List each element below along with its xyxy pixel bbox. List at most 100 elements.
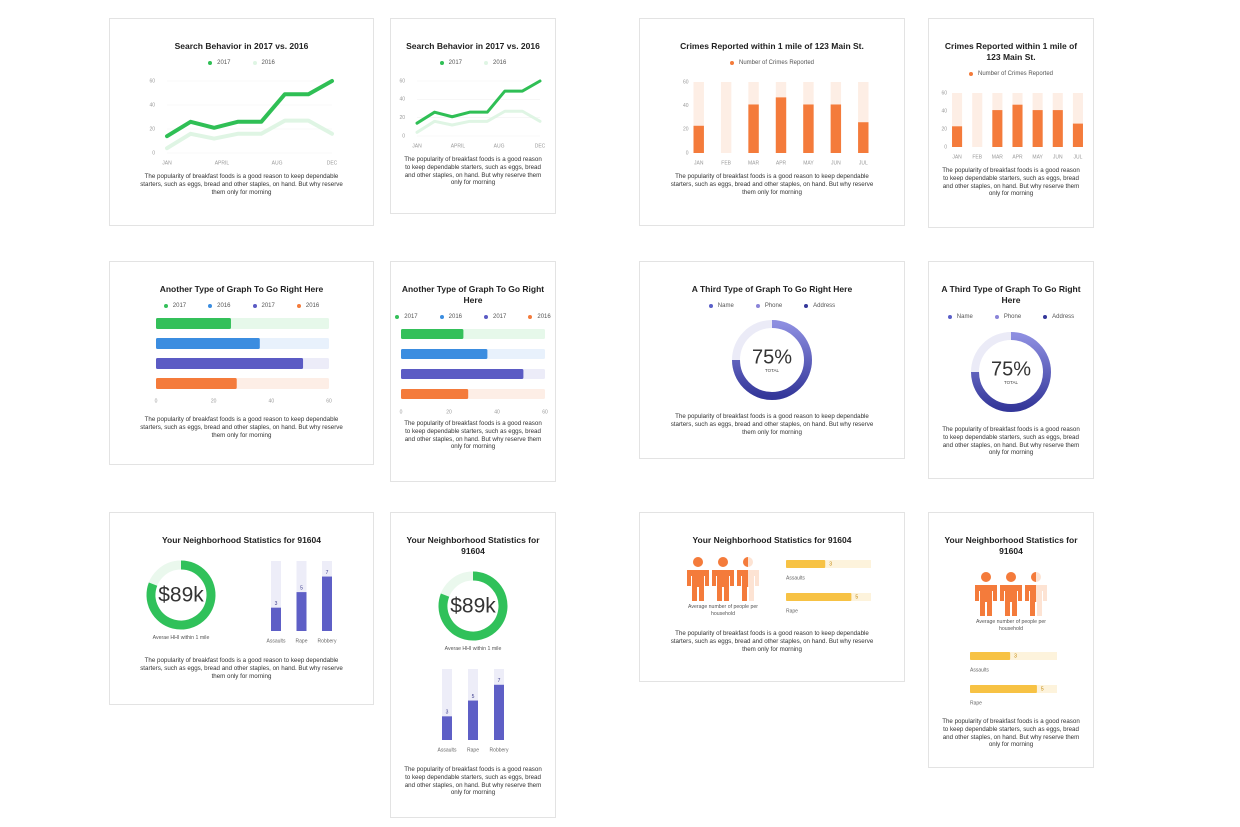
person-head (1006, 572, 1016, 582)
legend-item: Address (804, 303, 835, 309)
chart-description: The popularity of breakfast foods is a g… (404, 156, 542, 187)
x-tick-label: JUN (1053, 154, 1063, 160)
bar-category-label: Rape (786, 608, 798, 614)
legend-swatch (729, 61, 734, 65)
bar-track (271, 561, 281, 631)
legend-swatch (208, 61, 213, 65)
legend-item: 2017 (163, 303, 186, 309)
bar (156, 318, 231, 329)
chart-area: 0 20 40 60 JAN APRIL AUG DEC (110, 70, 373, 167)
ring-arc (146, 560, 216, 630)
x-tick-label: Robbery (318, 638, 337, 644)
donut-value: 75% (991, 358, 1031, 380)
legend-item: Phone (755, 303, 783, 309)
bar-track (858, 82, 869, 153)
bar-track (972, 93, 983, 147)
legend-swatch (804, 304, 809, 308)
line-series (415, 79, 542, 125)
chart-title: Your Neighborhood Statistics for 91604 (406, 535, 540, 556)
people-value (687, 557, 748, 601)
ring-caption: Averae HHI within 1 mile (152, 635, 210, 641)
legend-item: Name (947, 314, 973, 320)
bar (858, 122, 869, 153)
bar-category-label: Rape (970, 700, 982, 706)
legend-item: 2016 (208, 303, 231, 309)
person-body (737, 570, 748, 601)
bar-value-label: 3 (446, 710, 449, 716)
chart-area: 75% TOTAL (640, 313, 904, 407)
bar-value-label: 3 (829, 561, 832, 567)
y-tick-label: 40 (941, 108, 947, 114)
legend-item: 2016 (252, 60, 275, 66)
chart-title: Your Neighborhood Statistics for 91604 (944, 535, 1078, 556)
legend-label: Name (956, 314, 973, 320)
legend-swatch (1043, 315, 1048, 319)
person-head (981, 572, 991, 582)
bar-track (720, 82, 732, 153)
chart-card: A Third Type of Graph To Go Right Here Na… (928, 261, 1094, 479)
x-tick-label: Assaults (267, 638, 286, 644)
legend-label: Name (717, 303, 734, 309)
person-body (1025, 585, 1036, 616)
x-tick-label: APRIL (451, 143, 466, 149)
chart-plot: 3 Assaults 5 Rape (970, 572, 1057, 706)
legend-label: 2017 (493, 314, 507, 320)
bar (803, 104, 814, 153)
x-tick-label: JAN (952, 154, 962, 160)
legend-swatch (968, 72, 973, 76)
bar (775, 97, 787, 153)
chart-title: Your Neighborhood Statistics for 91604 (161, 535, 321, 545)
person-head (743, 557, 748, 567)
x-tick-label: 20 (211, 398, 217, 404)
x-tick-label: APR (776, 160, 787, 166)
legend-swatch (994, 315, 999, 319)
legend-item: 2017 (439, 60, 462, 66)
chart-description: The popularity of breakfast foods is a g… (404, 420, 542, 451)
chart-plot: $89k 3 Assaults 5 Rape 7 Robbery (146, 560, 337, 644)
bar (494, 684, 504, 740)
chart-area: 0 20 40 60 (110, 313, 373, 410)
legend-swatch (484, 315, 488, 319)
legend-swatch (252, 61, 257, 65)
legend-item: Number of Crimes Reported (968, 71, 1054, 77)
chart-title: A Third Type of Graph To Go Right Here (941, 284, 1081, 305)
chart-description: The popularity of breakfast foods is a g… (140, 416, 343, 439)
legend-item: 2017 (395, 314, 418, 320)
chart-area: 0 20 40 60 (391, 324, 555, 414)
bar-value-label: 7 (326, 570, 329, 576)
person-body (1000, 585, 1022, 616)
legend-item: Phone (994, 314, 1021, 320)
legend-label: Number of Crimes Reported (977, 71, 1054, 77)
x-tick-label: MAR (992, 154, 1004, 160)
bar (830, 104, 842, 153)
bar (401, 329, 464, 339)
bar-value-label: 3 (1014, 653, 1017, 659)
bar-track (786, 560, 871, 568)
bar (693, 125, 704, 153)
legend-item: 2016 (528, 314, 551, 320)
ring-arc (438, 571, 508, 641)
bar (748, 104, 759, 153)
y-tick-label: 0 (402, 133, 405, 139)
legend-item: 2016 (296, 303, 319, 309)
chart-plot: 0 20 40 60 (155, 318, 332, 404)
y-tick-label: 60 (941, 90, 947, 96)
line-series (165, 79, 334, 139)
legend-item: 2016 (439, 314, 462, 320)
legend-swatch (296, 304, 301, 308)
chart-card: Your Neighborhood Statistics for 91604 3 A… (639, 512, 905, 682)
bar (401, 369, 524, 379)
person-head (1031, 572, 1036, 582)
legend: Number of Crimes Reported (729, 59, 814, 67)
legend-item: Name (708, 303, 734, 309)
bar-category-label: Assaults (786, 575, 805, 581)
legend: 2017 2016 2017 2016 (395, 313, 551, 321)
chart-description: The popularity of breakfast foods is a g… (670, 630, 874, 653)
bar-value-label: 5 (1041, 686, 1044, 692)
x-tick-label: 0 (400, 409, 403, 414)
legend-label: Phone (764, 303, 783, 309)
legend-swatch (439, 315, 444, 319)
legend-label: 2017 (217, 60, 231, 66)
x-tick-label: JUL (859, 160, 868, 166)
